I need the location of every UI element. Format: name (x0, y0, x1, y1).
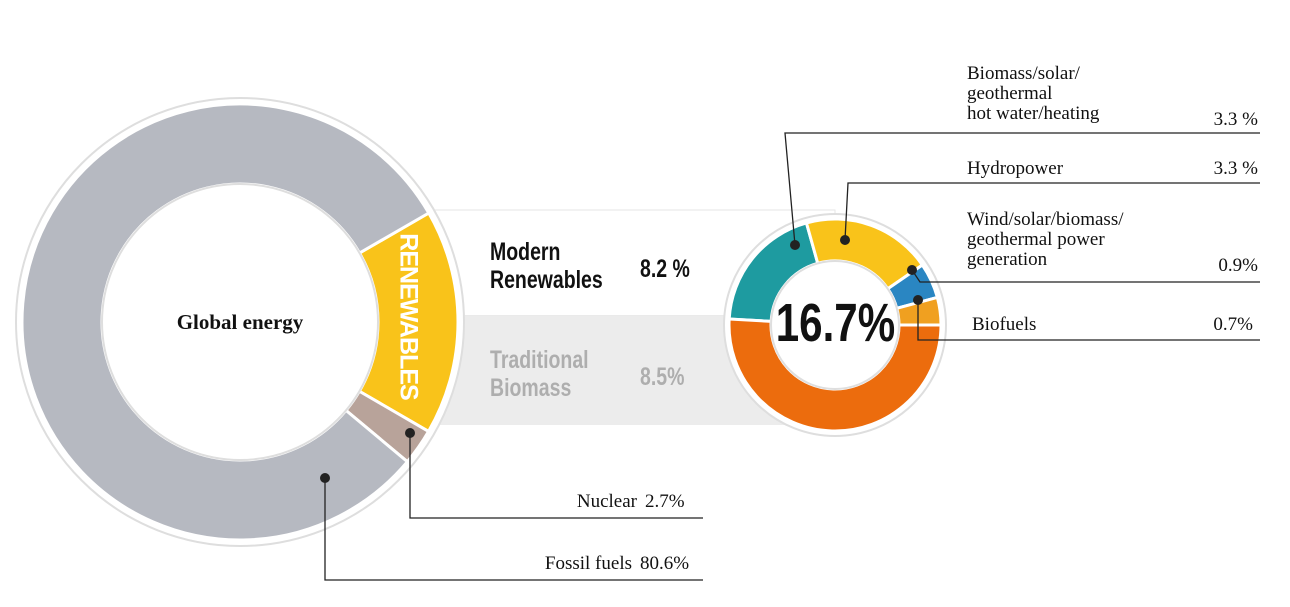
value-label: 0.7% (1213, 314, 1253, 335)
value-label: 3.3 % (1213, 109, 1258, 130)
total-label: 16.7% (775, 293, 896, 353)
leader-line (917, 300, 1260, 341)
value-label: 2.7% (645, 491, 685, 512)
category-label: Traditional Biomass (490, 346, 589, 402)
dot (320, 473, 330, 483)
dots (320, 235, 923, 483)
value-label: 80.6% (640, 553, 690, 574)
dot (913, 295, 923, 305)
category-label: Nuclear (576, 491, 637, 512)
segments (20, 102, 943, 542)
category-label: Wind/solar/biomass/ geothermal power gen… (967, 209, 1124, 270)
inner-circle (770, 260, 900, 390)
dot (405, 428, 415, 438)
leader-line (324, 478, 703, 581)
center-label: Global energy (176, 310, 304, 334)
segment-label: RENEWABLES (394, 233, 423, 400)
leader-line (409, 433, 703, 519)
dot (790, 240, 800, 250)
value-label: 0.9% (1218, 255, 1258, 276)
leader-line (844, 182, 1260, 241)
inner-circle (101, 183, 379, 461)
leader-line (784, 132, 1260, 246)
dot (840, 235, 850, 245)
group-value: 8.2 % (640, 255, 690, 283)
category-label: Biofuels (972, 314, 1037, 335)
category-label: Fossil fuels (544, 553, 632, 574)
category-label: Hydropower (967, 158, 1064, 179)
value-label: 3.3 % (1213, 158, 1258, 179)
group-label: Modern Renewables (490, 238, 603, 294)
value-label: 8.5% (640, 363, 685, 391)
dot (907, 265, 917, 275)
category-label: Biomass/solar/ geothermal hot water/heat… (967, 63, 1100, 124)
